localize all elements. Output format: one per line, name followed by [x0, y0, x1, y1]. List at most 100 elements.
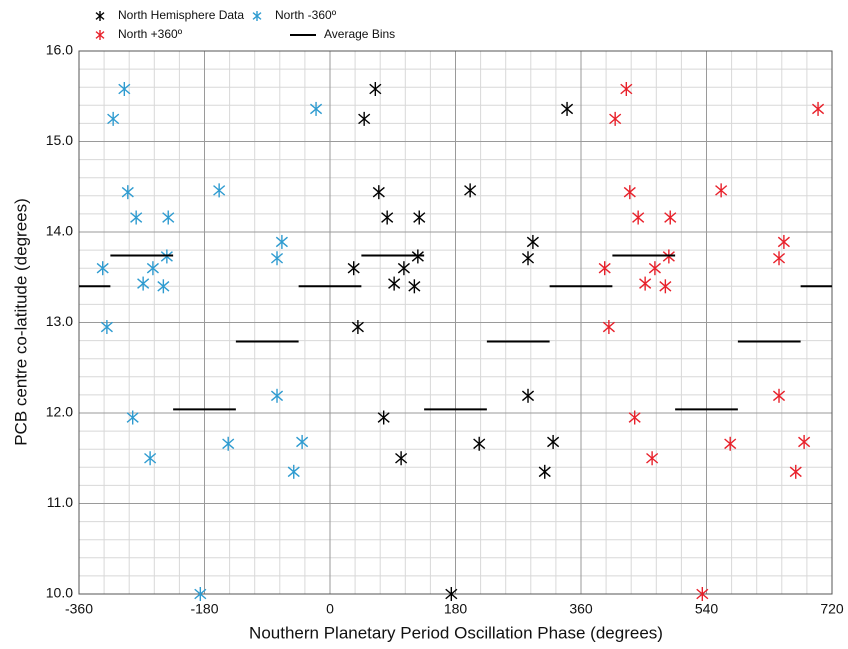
marker-stroke	[659, 281, 672, 292]
star-marker	[162, 210, 175, 225]
star-marker	[377, 410, 390, 425]
star-marker	[310, 101, 323, 116]
marker-stroke	[602, 321, 615, 333]
x-tick-label: 720	[820, 601, 844, 617]
marker-stroke	[547, 436, 560, 448]
marker-stroke	[95, 31, 105, 39]
marker-stroke	[194, 588, 207, 600]
marker-stroke	[413, 212, 426, 223]
legend-label: Average Bins	[324, 27, 395, 41]
star-marker	[715, 183, 728, 198]
x-tick-label: -180	[190, 601, 218, 617]
star-marker	[777, 234, 790, 249]
marker-stroke	[395, 452, 408, 464]
y-tick-label: 11.0	[47, 494, 73, 510]
marker-stroke	[162, 212, 175, 223]
marker-stroke	[646, 452, 659, 464]
x-axis-label: Nouthern Planetary Period Oscillation Ph…	[249, 623, 663, 642]
marker-stroke	[213, 185, 226, 196]
marker-stroke	[96, 262, 109, 274]
star-marker	[623, 185, 636, 200]
marker-stroke	[381, 212, 394, 223]
marker-stroke	[377, 412, 390, 423]
marker-stroke	[100, 321, 113, 333]
star-marker	[812, 101, 825, 116]
star-marker	[445, 587, 458, 601]
star-marker	[538, 464, 551, 479]
y-tick-label: 12.0	[46, 404, 73, 420]
star-marker	[130, 210, 143, 225]
star-marker	[639, 276, 652, 291]
marker-stroke	[372, 186, 385, 198]
x-tick-label: 540	[695, 601, 719, 617]
marker-stroke	[296, 436, 309, 448]
star-marker	[464, 183, 477, 198]
y-tick-label: 10.0	[46, 585, 73, 601]
marker-stroke	[632, 212, 645, 223]
marker-stroke	[561, 103, 574, 115]
marker-stroke	[146, 262, 159, 274]
marker-stroke	[310, 103, 323, 115]
x-tick-label: -360	[65, 601, 93, 617]
star-marker	[620, 82, 633, 97]
marker-stroke	[358, 113, 371, 125]
legend-label: North -360º	[275, 8, 337, 22]
star-marker	[521, 388, 535, 403]
marker-stroke	[388, 278, 401, 289]
marker-stroke	[772, 252, 786, 264]
marker-stroke	[144, 452, 157, 464]
star-marker	[369, 82, 382, 97]
marker-stroke	[107, 113, 120, 125]
marker-stroke	[620, 83, 633, 95]
marker-stroke	[609, 113, 622, 125]
star-marker	[628, 410, 641, 425]
star-marker	[696, 587, 709, 601]
star-marker	[126, 410, 139, 425]
star-marker	[96, 261, 109, 276]
marker-stroke	[351, 321, 364, 333]
marker-stroke	[526, 236, 539, 248]
marker-stroke	[270, 390, 284, 402]
star-marker	[381, 210, 394, 225]
star-marker	[395, 451, 408, 466]
y-axis-label: PCB centre co-latitude (degrees)	[11, 198, 30, 446]
marker-stroke	[664, 212, 677, 223]
marker-stroke	[473, 438, 486, 450]
marker-stroke	[521, 252, 535, 264]
star-marker	[521, 251, 535, 266]
star-marker	[252, 11, 262, 21]
star-marker	[772, 251, 786, 266]
marker-stroke	[628, 412, 641, 423]
star-marker	[296, 434, 309, 449]
star-marker	[358, 111, 371, 126]
star-marker	[100, 320, 113, 335]
marker-stroke	[777, 236, 790, 248]
marker-stroke	[287, 466, 300, 478]
star-marker	[275, 234, 288, 249]
y-tick-label: 16.0	[46, 42, 73, 58]
star-marker	[598, 261, 611, 276]
marker-stroke	[121, 186, 134, 198]
marker-stroke	[130, 212, 143, 223]
star-marker	[213, 183, 226, 198]
marker-stroke	[222, 438, 235, 450]
star-marker	[408, 279, 421, 294]
marker-stroke	[648, 262, 661, 274]
x-tick-label: 0	[326, 601, 334, 617]
star-marker	[724, 436, 737, 451]
star-marker	[648, 261, 661, 276]
star-marker	[388, 276, 401, 291]
star-marker	[789, 464, 802, 479]
marker-stroke	[789, 466, 802, 478]
marker-stroke	[724, 438, 737, 450]
star-marker	[144, 451, 157, 466]
star-marker	[646, 451, 659, 466]
star-marker	[413, 210, 426, 225]
star-marker	[95, 30, 105, 40]
y-tick-label: 14.0	[46, 223, 73, 239]
marker-stroke	[137, 278, 150, 289]
marker-stroke	[538, 466, 551, 478]
star-marker	[659, 279, 672, 294]
star-marker	[194, 587, 207, 601]
marker-stroke	[397, 262, 410, 274]
